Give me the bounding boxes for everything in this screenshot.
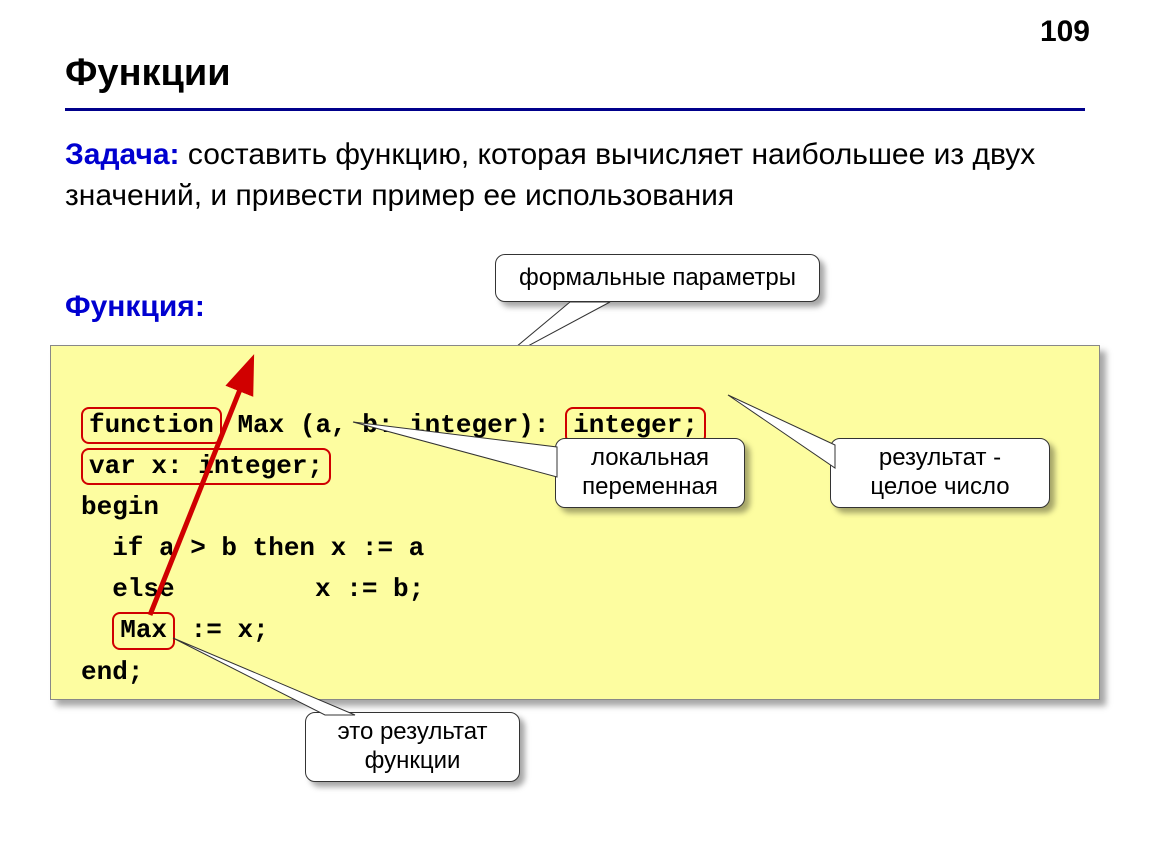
function-label: Функция: <box>65 290 205 324</box>
callout-formal-params: формальные параметры <box>495 254 820 302</box>
callout-local-var: локальная переменная <box>555 438 745 508</box>
code-end: end; <box>81 657 143 687</box>
callout-fnresult-tail <box>165 630 365 725</box>
slide-title: Функции <box>65 52 231 95</box>
title-divider <box>65 108 1085 111</box>
task-label: Задача: <box>65 138 180 171</box>
task-block: Задача: составить функцию, которая вычис… <box>65 135 1085 216</box>
red-arrow <box>135 370 285 630</box>
callout-result-tail <box>720 390 870 470</box>
task-text: составить функцию, которая вычисляет наи… <box>65 138 1035 212</box>
callout-local-tail <box>345 417 575 477</box>
page-number: 109 <box>1040 15 1090 49</box>
